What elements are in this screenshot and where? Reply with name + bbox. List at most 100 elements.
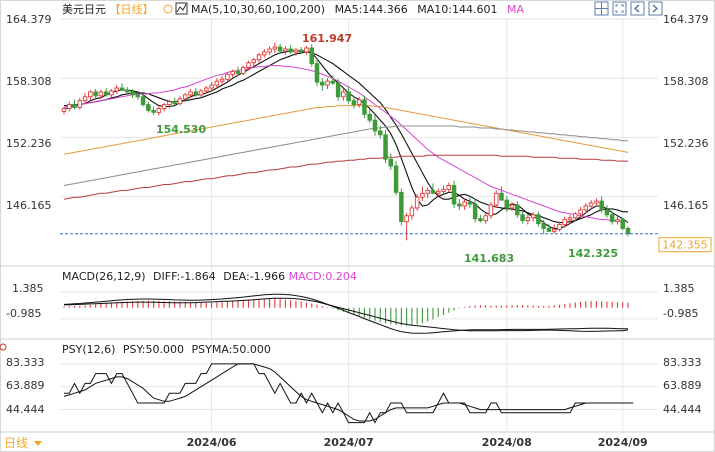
candle-body-101: [594, 200, 599, 204]
candle-body-91: [541, 223, 546, 229]
ma-settings-label: MA(5,10,30,60,100,200): [191, 3, 325, 16]
candle-body-27: [204, 87, 209, 92]
candle-body-6: [93, 91, 98, 97]
candle-body-56: [356, 99, 362, 106]
candle-body-47: [309, 47, 314, 65]
candle-body-46: [304, 47, 309, 53]
candle-body-13: [130, 91, 135, 96]
expand-icon[interactable]: [612, 1, 627, 16]
candle-body-105: [615, 219, 620, 223]
period-dropdown-chevron-icon[interactable]: [34, 441, 42, 446]
psy-tick-left-3: 44.444: [6, 403, 45, 416]
macd-line-diff: [63, 293, 628, 334]
psy-legend: PSY(12,6) PSY:50.000 PSYMA:50.000: [62, 343, 271, 356]
candle-body-58: [367, 113, 372, 121]
psy-tick-right-3: 44.444: [663, 403, 702, 416]
macd-line-dea: [63, 297, 629, 332]
candle-body-24: [188, 91, 193, 96]
candle-body-83: [499, 192, 504, 201]
candle-body-79: [478, 218, 483, 222]
candle-body-42: [283, 48, 288, 52]
psy-value-label: PSY:50.000: [123, 343, 184, 356]
candle-body-70: [430, 189, 436, 194]
ma-line-ma5: [63, 50, 629, 229]
price-tick-left-1: 164.379: [6, 13, 52, 26]
candle-body-49: [320, 81, 325, 86]
chevron-left-icon[interactable]: [630, 1, 645, 16]
candle-body-93: [551, 228, 557, 232]
candle-body-98: [578, 209, 583, 215]
date-axis: 2024/06 2024/07 2024/08 2024/09: [187, 436, 648, 449]
candle-body-103: [604, 209, 610, 216]
candle-body-54: [346, 91, 351, 102]
period-tab[interactable]: 日线: [4, 436, 28, 450]
candle-body-106: [620, 219, 625, 229]
candle-body-22: [177, 98, 183, 105]
candle-body-30: [219, 78, 225, 82]
candle-body-97: [573, 213, 578, 219]
period-label[interactable]: 【日线】: [110, 2, 154, 16]
ma5-label: MA5:144.366: [335, 3, 408, 16]
candle-body-52: [335, 82, 341, 98]
candle-body-37: [256, 54, 262, 61]
panel-marker-icon[interactable]: [0, 343, 7, 351]
macd-diff-label: DIFF:-1.864: [153, 270, 216, 283]
psy-panel: [60, 363, 658, 424]
candle-body-88: [525, 217, 531, 222]
symbol-name: 美元日元: [62, 3, 106, 16]
candle-body-18: [156, 108, 162, 113]
macd-legend: MACD(26,12,9) DIFF:-1.864 DEA:-1.966 MAC…: [62, 270, 357, 283]
candle-body-90: [536, 214, 541, 224]
date-label-2: 2024/08: [482, 436, 532, 449]
low-annotation-jun: 154.530: [156, 123, 206, 136]
candle-body-48: [314, 63, 320, 83]
candle-body-80: [483, 215, 488, 222]
gridlines: [60, 18, 658, 432]
price-tick-left-2: 158.308: [6, 75, 52, 88]
candle-body-28: [209, 84, 214, 89]
legend-line: 美元日元 【日线】: [62, 2, 154, 16]
macd-tick-right-2: -0.985: [663, 307, 698, 320]
candle-body-53: [341, 91, 346, 98]
candle-body-55: [351, 100, 357, 106]
psyma-value-label: PSYMA:50.000: [192, 343, 271, 356]
low-annotation-aug: 141.683: [464, 252, 514, 265]
candle-body-100: [588, 202, 594, 207]
candle-body-11: [119, 87, 125, 91]
settings-gear-icon[interactable]: [163, 4, 173, 14]
candle-body-89: [530, 214, 536, 219]
candle-body-7: [98, 91, 104, 97]
candle-body-95: [562, 219, 567, 225]
price-tick-left-4: 146.165: [6, 199, 52, 212]
candle-body-51: [330, 80, 336, 84]
candle-body-62: [388, 158, 394, 167]
candle-body-4: [82, 96, 88, 102]
ma-more-label: MA: [507, 3, 524, 16]
grid-icon[interactable]: [594, 1, 609, 16]
macd-value-label: MACD:0.204: [289, 270, 357, 283]
candle-body-26: [198, 90, 204, 96]
candle-body-40: [272, 46, 278, 50]
candle-body-66: [409, 207, 415, 217]
ma-legend: MA(5,10,30,60,100,200) MA5:144.366 MA10:…: [191, 3, 524, 16]
candle-body-14: [135, 94, 141, 98]
candle-body-102: [599, 200, 604, 211]
psy-title: PSY(12,6): [62, 343, 115, 356]
candle-body-15: [140, 96, 146, 106]
candle-body-17: [151, 109, 156, 113]
candle-body-33: [235, 70, 241, 74]
candle-body-16: [146, 104, 151, 111]
candle-body-104: [609, 214, 615, 223]
candle-body-99: [583, 205, 589, 211]
date-label-1: 2024/07: [324, 436, 374, 449]
current-price-box: [658, 237, 712, 253]
chevron-right-icon[interactable]: [648, 1, 663, 16]
date-label-3: 2024/09: [598, 436, 648, 449]
candle-body-21: [172, 101, 177, 105]
candle-body-96: [567, 217, 573, 221]
psy-line-psy: [64, 363, 628, 424]
macd-panel: [60, 291, 658, 334]
candle-body-39: [267, 48, 272, 53]
candle-body-61: [383, 134, 388, 160]
